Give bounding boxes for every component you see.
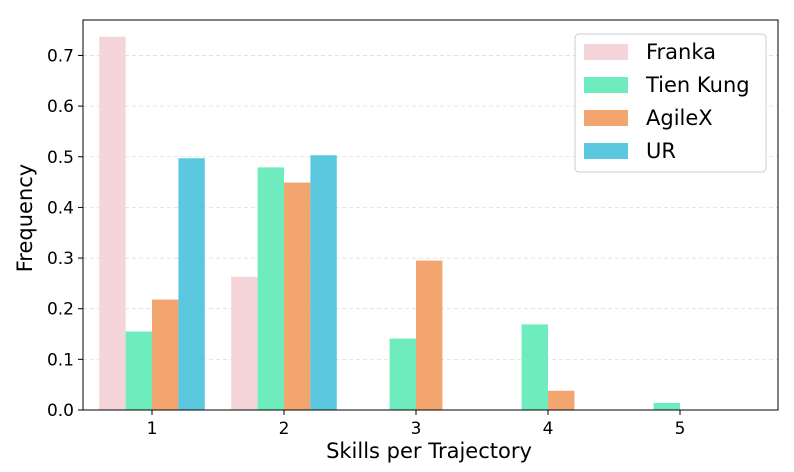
legend-label-franka: Franka bbox=[646, 40, 716, 64]
legend-swatch-franka bbox=[584, 44, 628, 60]
y-tick-label: 0.0 bbox=[47, 401, 74, 421]
plot-frame bbox=[82, 19, 779, 411]
legend-swatch-agilex bbox=[584, 110, 628, 126]
y-axis-ticks: 0.0 0.1 0.2 0.3 0.4 0.5 0.6 0.7 bbox=[47, 46, 83, 421]
x-axis-ticks: 1 2 3 4 5 bbox=[147, 410, 686, 439]
x-tick-label: 4 bbox=[543, 419, 554, 439]
y-tick-label: 0.2 bbox=[47, 300, 74, 320]
legend-label-agilex: AgileX bbox=[646, 106, 713, 130]
bar-agilex-1 bbox=[152, 299, 179, 410]
bar-agilex-2 bbox=[284, 182, 311, 410]
legend-label-tien-kung: Tien Kung bbox=[645, 73, 750, 97]
y-tick-label: 0.6 bbox=[47, 97, 74, 117]
x-tick-label: 5 bbox=[675, 419, 686, 439]
bar-tien-kung-2 bbox=[257, 167, 284, 410]
legend: Franka Tien Kung AgileX UR bbox=[574, 33, 767, 173]
bar-tien-kung-3 bbox=[389, 338, 416, 410]
y-axis-label: Frequency bbox=[13, 164, 37, 273]
legend-swatch-tien-kung bbox=[584, 77, 628, 93]
y-tick-label: 0.7 bbox=[47, 46, 74, 66]
bar-tien-kung-4 bbox=[521, 324, 548, 410]
y-tick-label: 0.5 bbox=[47, 148, 74, 168]
x-axis-label: Skills per Trajectory bbox=[326, 439, 532, 463]
bar-ur-1 bbox=[178, 158, 205, 410]
bar-tien-kung-1 bbox=[125, 331, 152, 410]
legend-label-ur: UR bbox=[646, 139, 676, 163]
bar-agilex-3 bbox=[416, 260, 443, 410]
legend-swatch-ur bbox=[584, 143, 628, 159]
y-tick-label: 0.1 bbox=[47, 350, 74, 370]
legend-box bbox=[574, 33, 767, 173]
bar-tien-kung-5 bbox=[653, 402, 680, 410]
x-tick-label: 3 bbox=[411, 419, 422, 439]
bar-agilex-4 bbox=[548, 390, 575, 410]
y-tick-label: 0.3 bbox=[47, 249, 74, 269]
y-tick-label: 0.4 bbox=[47, 198, 74, 218]
x-tick-label: 2 bbox=[279, 419, 290, 439]
bar-ur-2 bbox=[310, 155, 337, 410]
bar-franka-2 bbox=[231, 276, 258, 410]
bar-franka-1 bbox=[99, 36, 126, 410]
bars bbox=[99, 36, 680, 410]
x-tick-label: 1 bbox=[147, 419, 158, 439]
